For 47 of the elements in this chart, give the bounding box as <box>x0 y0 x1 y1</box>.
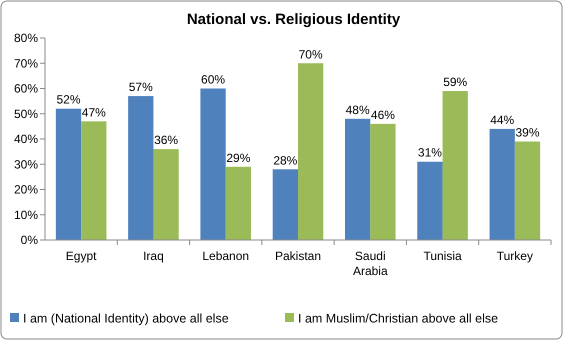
x-tick-label: Lebanon <box>202 249 250 263</box>
bar <box>226 166 252 240</box>
legend-label: I am Muslim/Christian above all else <box>298 311 498 326</box>
bar <box>417 162 443 240</box>
bar <box>56 108 82 240</box>
text: 47% <box>82 105 106 120</box>
x-tick-label: Tunisia <box>423 249 462 263</box>
y-tick-label: 20% <box>14 182 38 197</box>
y-tick-label: 60% <box>14 82 38 96</box>
x-tick-label: Egypt <box>66 249 98 263</box>
bar <box>153 149 179 240</box>
x-tick-label: Pakistan <box>274 249 322 263</box>
text: 28% <box>273 153 298 168</box>
y-tick-label: 80% <box>14 31 38 46</box>
bar <box>81 121 106 240</box>
bar <box>298 63 324 240</box>
bar <box>490 128 515 240</box>
x-tick-label: Iraq <box>143 249 164 263</box>
text: 44% <box>490 112 514 127</box>
bar <box>200 88 226 240</box>
chart-title: National vs. Religious Identity <box>186 11 401 28</box>
text: 60% <box>201 72 226 86</box>
bar <box>272 169 298 240</box>
y-tick-label: 30% <box>14 157 38 172</box>
y-tick-label: 40% <box>14 132 38 146</box>
x-tick-label: Saudi Arabia <box>352 249 388 278</box>
y-tick-label: 0% <box>20 233 38 248</box>
x-tick-label: Turkey <box>496 249 533 263</box>
text: 57% <box>128 80 153 94</box>
text: 36% <box>154 133 178 148</box>
text: 70% <box>298 47 323 62</box>
y-tick-label: 70% <box>14 56 38 70</box>
y-tick-label: 50% <box>14 106 38 121</box>
text: 48% <box>346 102 370 117</box>
bar <box>514 142 540 240</box>
y-tick-label: 10% <box>14 208 38 222</box>
text: 52% <box>56 92 81 107</box>
bar <box>128 96 154 240</box>
text: 59% <box>443 75 468 90</box>
bar <box>370 124 396 240</box>
text: 31% <box>418 146 442 160</box>
bar <box>442 91 468 240</box>
bar <box>344 118 370 240</box>
text: 46% <box>370 108 395 122</box>
text: 39% <box>515 126 540 140</box>
text: 29% <box>226 150 250 165</box>
legend-label: I am (National Identity) above all else <box>23 311 229 326</box>
